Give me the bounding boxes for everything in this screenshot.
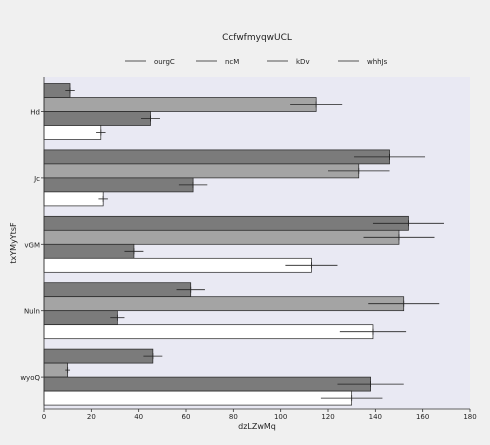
bar-whhjs-vgm bbox=[43, 257, 312, 273]
x-tick-label-160: 160 bbox=[416, 413, 429, 421]
error-bars-group bbox=[65, 87, 444, 402]
bar-ourgc-vgm bbox=[43, 215, 409, 231]
y-tick-label-hd: Hd bbox=[30, 109, 40, 117]
legend-label-whhjs: whhJs bbox=[367, 58, 388, 66]
bar-ncm-jc bbox=[43, 163, 360, 179]
bar-whhjs-jc bbox=[43, 191, 104, 207]
bar-ncm-vgm bbox=[43, 229, 400, 245]
y-tick-label-nuln: Nuln bbox=[24, 308, 40, 316]
chart-title: CcfwfmyqwUCL bbox=[222, 33, 292, 43]
bar-kdv-wyoq bbox=[43, 376, 371, 392]
legend-label-ncm: ncM bbox=[225, 58, 239, 66]
x-axis-label: dzLZwMq bbox=[238, 422, 276, 431]
legend-label-kdv: kDv bbox=[296, 58, 310, 66]
bar-ourgc-nuln bbox=[43, 282, 192, 298]
y-tick-label-vgm: vGM bbox=[24, 241, 40, 249]
x-tick-label-100: 100 bbox=[274, 413, 287, 421]
bar-kdv-jc bbox=[43, 177, 194, 193]
bar-whhjs-wyoq bbox=[43, 390, 353, 406]
bar-ncm-hd bbox=[43, 97, 317, 112]
x-tick-label-140: 140 bbox=[369, 413, 382, 421]
legend-label-ourgc: ourgC bbox=[154, 58, 175, 66]
bar-ourgc-jc bbox=[43, 149, 390, 165]
y-tick-label-jc: Jc bbox=[33, 175, 40, 183]
x-tick-label-40: 40 bbox=[134, 413, 143, 421]
y-tick-label-wyoq: wyoQ bbox=[20, 374, 40, 382]
axes-group: Hd Jc vGM Nuln wyoQ 0 20 40 60 80 100 120 140 160 180 bbox=[20, 77, 477, 421]
x-tick-label-180: 180 bbox=[463, 413, 476, 421]
bar-whhjs-nuln bbox=[43, 324, 374, 340]
x-tick-label-120: 120 bbox=[321, 413, 334, 421]
x-tick-label-0: 0 bbox=[42, 413, 46, 421]
bar-whhjs-hd bbox=[43, 125, 102, 140]
legend: ourgC ncM kDv whhJs bbox=[125, 58, 388, 66]
x-tick-label-80: 80 bbox=[229, 413, 238, 421]
bars-group bbox=[43, 83, 409, 406]
bar-ncm-nuln bbox=[43, 296, 405, 312]
y-axis-label: txYMyYtsF bbox=[9, 222, 18, 264]
bar-kdv-hd bbox=[43, 111, 151, 126]
bar-kdv-nuln bbox=[43, 310, 118, 326]
x-tick-label-20: 20 bbox=[87, 413, 96, 421]
bar-kdv-vgm bbox=[43, 243, 135, 259]
bar-ncm-wyoq bbox=[43, 362, 69, 378]
bar-ourgc-wyoq bbox=[43, 348, 154, 364]
x-tick-label-60: 60 bbox=[182, 413, 191, 421]
